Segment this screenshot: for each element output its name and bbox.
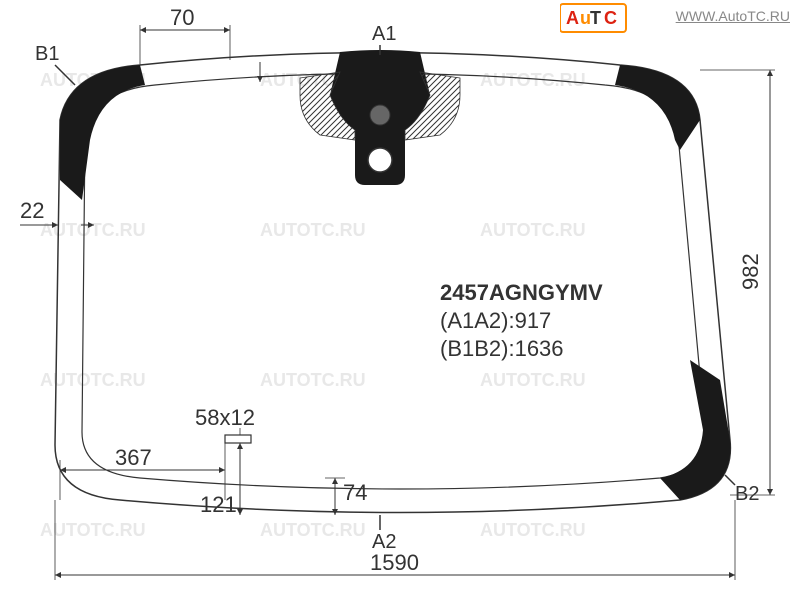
part-a1a2: (A1A2):917 xyxy=(440,308,551,333)
dim-left-thickness: 22 xyxy=(20,198,44,223)
dim-bottom-mid: 74 xyxy=(343,480,367,505)
dim-right-height: 982 xyxy=(738,253,763,290)
dim-slot: 58x12 xyxy=(195,405,255,430)
dim-total-width: 1590 xyxy=(370,550,419,575)
point-b2: B2 xyxy=(735,483,759,505)
corner-b2 xyxy=(660,360,730,500)
vin-slot xyxy=(225,435,251,443)
dim-top-offset: 70 xyxy=(170,5,194,30)
dim-slot-height: 121 xyxy=(200,492,237,517)
dim-bottom-left: 367 xyxy=(115,445,152,470)
sensor-hole xyxy=(368,148,392,172)
sensor-dot xyxy=(370,105,390,125)
corner-b1 xyxy=(60,65,145,200)
corner-top-right xyxy=(615,65,700,150)
point-b1: B1 xyxy=(35,43,59,65)
windshield-diagram: A1 B1 B2 A2 70 22 367 58x12 121 74 1590 … xyxy=(0,0,800,600)
part-b1b2: (B1B2):1636 xyxy=(440,336,564,361)
point-a1: A1 xyxy=(372,23,396,45)
part-code: 2457AGNGYMV xyxy=(440,280,603,305)
